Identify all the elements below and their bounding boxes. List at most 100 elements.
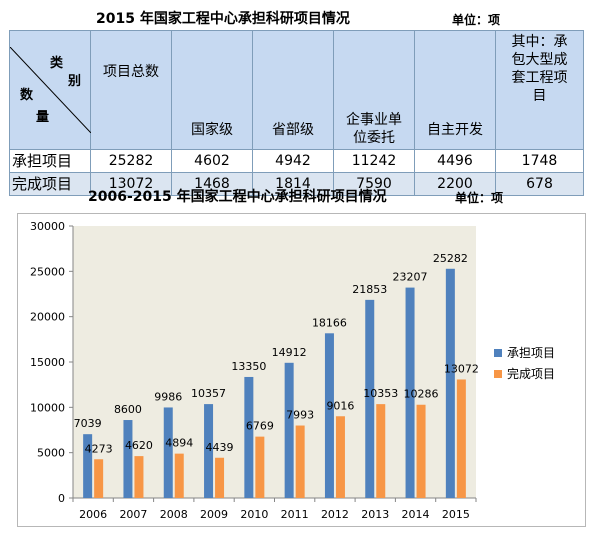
data-label-completed: 6769 [246, 420, 274, 433]
row-label: 完成项目 [9, 172, 91, 196]
legend-label: 完成项目 [507, 366, 555, 381]
bar-completed [255, 436, 265, 498]
x-tick-label: 2014 [402, 508, 430, 521]
x-tick-label: 2007 [119, 508, 147, 521]
bar-completed [416, 404, 426, 498]
legend-swatch [494, 370, 502, 378]
y-tick-label: 0 [58, 492, 65, 505]
bar-undertaken [244, 376, 254, 498]
data-label-undertaken: 18166 [312, 316, 347, 329]
data-label-undertaken: 14912 [272, 346, 307, 359]
data-label-completed: 4273 [85, 442, 113, 455]
table-cell: 678 [495, 172, 584, 196]
table-cell: 13072 [90, 172, 172, 196]
data-label-completed: 9016 [326, 399, 354, 412]
y-tick-label: 10000 [30, 401, 65, 414]
x-tick-label: 2012 [321, 508, 349, 521]
bar-undertaken [123, 420, 133, 498]
corner-header: 类 别 数 量 [9, 30, 91, 150]
bar-undertaken [163, 407, 173, 498]
header-self-developed: 自主开发 [414, 30, 496, 150]
bar-undertaken [204, 404, 214, 498]
chart-container: 0 5000 10000 15000 20000 25000 30000 2006 7039 42… [17, 213, 586, 527]
table-cell: 11242 [333, 149, 415, 173]
table-cell: 1468 [171, 172, 253, 196]
bar-undertaken [365, 299, 375, 498]
x-tick-label: 2010 [240, 508, 268, 521]
legend-swatch [494, 349, 502, 357]
data-label-undertaken: 10357 [191, 387, 226, 400]
x-tick-label: 2013 [361, 508, 389, 521]
data-label-completed: 10286 [404, 388, 439, 401]
header-enterprise-l1: 企事业单 [346, 112, 402, 128]
x-tick-label: 2008 [160, 508, 188, 521]
legend-label: 承担项目 [507, 346, 555, 360]
x-tick-label: 2006 [79, 508, 107, 521]
header-total: 项目总数 [90, 30, 172, 150]
data-label-completed: 7993 [286, 409, 314, 422]
row-label: 承担项目 [9, 149, 91, 173]
table-cell: 4496 [414, 149, 496, 173]
header-large-l4: 目 [532, 88, 547, 104]
stats-table: 类 别 数 量 项目总数 国家级 省部级 企事业单 位委托 自主开发 其中：承 … [9, 30, 584, 196]
bar-undertaken [445, 268, 455, 498]
y-tick-label: 30000 [30, 220, 65, 233]
bar-completed [295, 425, 305, 498]
header-large-projects: 其中：承 包大型成 套工程项 目 [495, 30, 584, 150]
data-label-undertaken: 23207 [393, 271, 428, 284]
y-tick-label: 25000 [30, 265, 65, 278]
header-national: 国家级 [171, 30, 253, 150]
data-label-undertaken: 13350 [231, 360, 266, 373]
table-cell: 7590 [333, 172, 415, 196]
bar-undertaken [405, 287, 415, 498]
table-row: 完成项目 13072 1468 1814 7590 2200 678 [9, 172, 584, 196]
table-unit: 单位：项 [452, 13, 501, 27]
bar-completed [335, 416, 345, 498]
chart-title: 2006-2015 年国家工程中心承担科研项目情况 [88, 189, 387, 205]
data-label-completed: 4439 [206, 441, 234, 454]
data-label-undertaken: 7039 [74, 417, 102, 430]
data-label-undertaken: 9986 [154, 390, 182, 403]
data-label-undertaken: 21853 [352, 283, 387, 296]
table-cell: 1814 [252, 172, 334, 196]
y-tick-label: 15000 [30, 356, 65, 369]
data-label-completed: 13072 [444, 362, 479, 375]
bar-completed [215, 457, 225, 498]
table-row: 承担项目 25282 4602 4942 11242 4496 1748 [9, 149, 584, 173]
data-label-undertaken: 8600 [114, 403, 142, 416]
corner-bottom: 量 [36, 110, 50, 125]
header-enterprise: 企事业单 位委托 [333, 30, 415, 150]
bar-completed [376, 404, 386, 498]
y-tick-label: 20000 [30, 311, 65, 324]
x-tick-label: 2015 [442, 508, 470, 521]
table-cell: 2200 [414, 172, 496, 196]
header-large-l2: 包大型成 [511, 52, 568, 68]
table-cell: 4942 [252, 149, 334, 173]
bar-undertaken [83, 434, 93, 498]
data-label-undertaken: 25282 [433, 252, 468, 265]
table-cell: 25282 [90, 149, 172, 173]
chart-unit: 单位：项 [455, 191, 504, 205]
bar-completed [134, 456, 144, 498]
data-label-completed: 4894 [165, 437, 193, 450]
bar-undertaken [324, 333, 334, 498]
table-cell: 1748 [495, 149, 584, 173]
plot-area [73, 226, 476, 498]
table-title: 2015 年国家工程中心承担科研项目情况 [96, 11, 350, 27]
header-large-l1: 其中：承 [511, 34, 568, 50]
bar-completed [94, 459, 104, 498]
bar-completed [456, 379, 466, 498]
corner-mid: 别 [68, 74, 82, 89]
corner-left: 数 [20, 88, 34, 103]
y-tick-label: 5000 [37, 447, 65, 460]
data-label-completed: 10353 [363, 387, 398, 400]
data-label-completed: 4620 [125, 439, 153, 452]
table-cell: 4602 [171, 149, 253, 173]
header-large-l3: 套工程项 [511, 70, 568, 86]
header-provincial: 省部级 [252, 30, 334, 150]
bar-undertaken [284, 362, 294, 498]
header-enterprise-l2: 位委托 [353, 130, 395, 146]
x-tick-label: 2011 [281, 508, 309, 521]
corner-top: 类 [50, 56, 64, 71]
bar-completed [174, 453, 184, 498]
